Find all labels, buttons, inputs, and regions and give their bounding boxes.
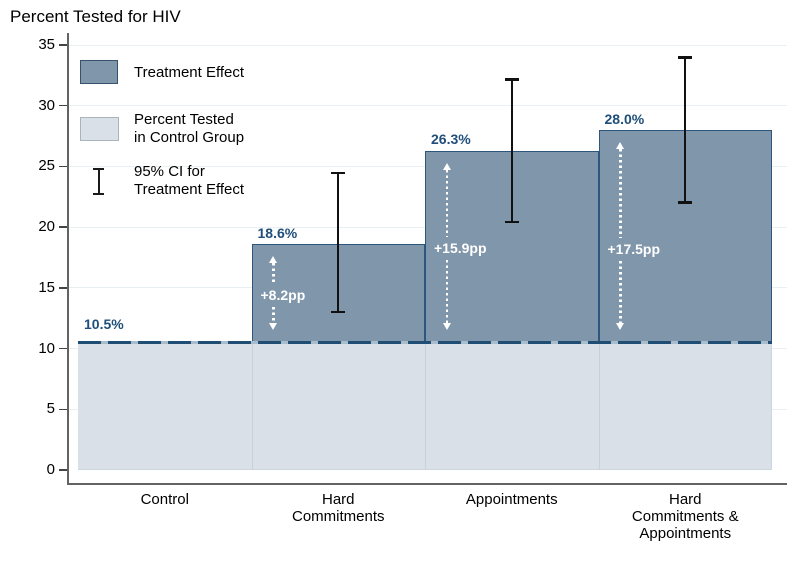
legend-swatch-control-group <box>80 117 119 141</box>
effect-label: +17.5pp <box>607 241 661 257</box>
bar-value-label: 28.0% <box>604 110 645 127</box>
legend-label-control-group: Percent Tested in Control Group <box>134 111 245 146</box>
y-tick-label: 10 <box>38 339 55 357</box>
legend-label-treatment-effect: Treatment Effect <box>134 64 245 81</box>
effect-arrow-up <box>442 162 451 170</box>
ci-error-bar-cap-bottom <box>504 220 519 224</box>
gridline <box>67 44 787 46</box>
effect-arrow-dotted-upper <box>445 169 449 238</box>
effect-arrow-dotted-upper <box>272 263 275 285</box>
effect-arrow-dotted-lower <box>272 307 275 323</box>
y-tick <box>59 408 67 411</box>
y-tick <box>59 287 67 289</box>
gridline <box>67 105 787 107</box>
y-tick-label: 0 <box>46 461 55 478</box>
x-category-label: Control <box>140 491 189 508</box>
effect-arrow-up <box>616 142 624 149</box>
x-category-label: Hard Commitments <box>291 491 385 525</box>
x-category-label: Appointments <box>465 491 558 508</box>
ci-error-bar-line <box>510 79 513 223</box>
y-tick-label: 15 <box>38 278 55 296</box>
y-tick <box>59 165 67 168</box>
y-axis-line <box>66 33 69 484</box>
effect-label: +8.2pp <box>260 287 306 304</box>
control-bar <box>598 342 772 470</box>
bar-value-label: 26.3% <box>431 131 471 148</box>
baseline-dashed-line <box>78 340 772 345</box>
bar-value-label: 18.6% <box>257 224 298 241</box>
effect-arrow-dotted-upper <box>619 149 622 238</box>
y-tick-label: 25 <box>38 157 55 175</box>
control-bar <box>251 342 425 470</box>
effect-arrow-down <box>616 323 624 330</box>
effect-arrow-down <box>442 323 451 330</box>
y-tick-label: 35 <box>38 36 55 53</box>
ci-error-bar-cap-bottom <box>678 201 693 204</box>
effect-arrow-up <box>269 256 277 264</box>
effect-arrow-down <box>269 323 277 330</box>
ci-error-bar-cap-top <box>678 56 693 59</box>
bar-value-label: 10.5% <box>84 316 124 332</box>
effect-arrow-dotted-lower <box>445 260 449 323</box>
legend-swatch-treatment-effect <box>80 60 118 84</box>
x-category-label: Hard Commitments & Appointments <box>631 491 739 542</box>
y-tick-label: 30 <box>38 96 55 114</box>
y-tick-label: 5 <box>46 400 55 418</box>
ci-error-bar-cap-top <box>504 78 519 81</box>
chart-title: Percent Tested for HIV <box>10 7 181 26</box>
y-tick <box>59 347 67 350</box>
control-bar <box>425 342 599 470</box>
effect-arrow-dotted-lower <box>619 261 622 323</box>
y-tick <box>59 104 67 107</box>
effect-label: +15.9pp <box>434 240 487 257</box>
y-tick <box>59 44 67 46</box>
ci-error-bar-line <box>684 57 687 203</box>
ci-error-bar-cap-bottom <box>331 310 346 314</box>
legend-label-ci-95: 95% CI for Treatment Effect <box>134 163 245 198</box>
y-tick-label: 20 <box>38 218 55 236</box>
ci-error-bar-line <box>337 172 340 313</box>
control-bar <box>78 342 252 470</box>
y-tick <box>59 469 67 471</box>
ci-error-bar-cap-top <box>331 171 346 174</box>
y-tick <box>59 226 67 228</box>
x-axis-line <box>66 482 787 485</box>
